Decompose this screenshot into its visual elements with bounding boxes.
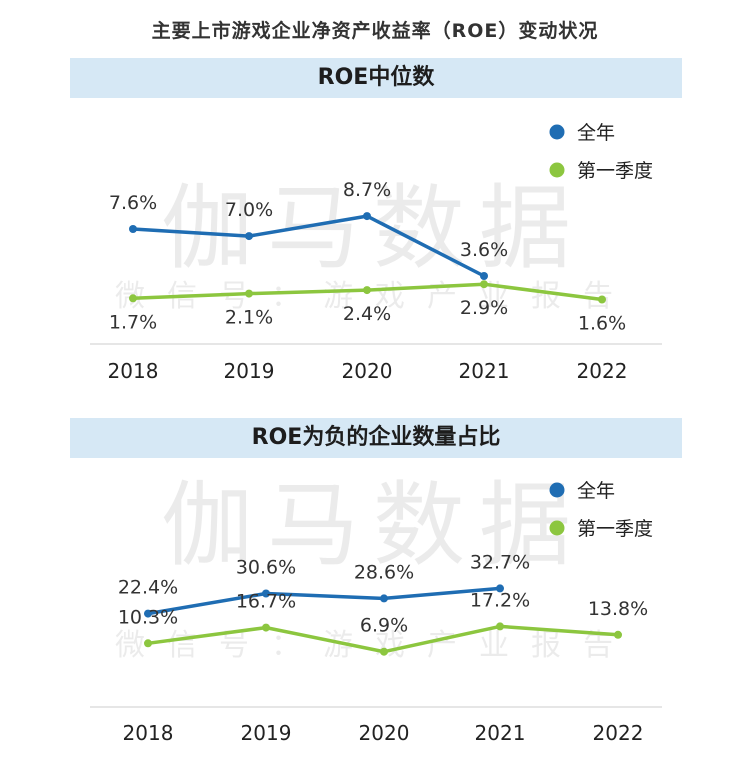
data-point-1-1 [245,289,253,298]
data-label-0-1: 30.6% [236,557,296,579]
data-point-1-3 [496,622,504,631]
legend-label-1: 第一季度 [577,518,653,540]
data-point-1-0 [144,639,152,648]
data-point-0-0 [144,609,152,618]
data-point-1-3 [480,280,488,289]
x-tick-label: 2018 [108,359,159,383]
data-point-0-1 [262,589,270,598]
chart2-title: ROE为负的企业数量占比 [70,418,682,458]
legend-label-1: 第一季度 [577,160,653,182]
watermark-main: 伽马数据 [161,472,585,579]
data-point-0-3 [496,584,504,593]
data-point-1-2 [363,286,371,295]
series-line-0 [147,586,501,616]
data-point-1-1 [262,623,270,632]
legend-marker-1 [549,162,565,178]
x-tick-label: 2022 [577,359,628,383]
legend-label-0: 全年 [577,480,615,502]
x-tick-label: 2021 [475,721,526,745]
legend-marker-0 [549,124,565,140]
data-label-1-0: 10.3% [118,606,178,628]
chart1-title: ROE中位数 [70,58,682,98]
legend-label-0: 全年 [577,122,615,144]
x-tick-label: 2018 [123,721,174,745]
data-label-1-4: 13.8% [588,598,648,620]
data-label-1-1: 2.1% [225,307,273,329]
data-point-0-2 [380,594,388,603]
data-point-1-2 [380,647,388,656]
data-point-0-3 [480,272,488,280]
data-label-0-0: 7.6% [109,192,157,214]
data-label-0-2: 28.6% [354,561,414,583]
data-point-0-0 [129,225,137,233]
data-label-0-3: 3.6% [460,239,508,261]
data-label-1-1: 16.7% [236,591,296,613]
data-label-0-0: 22.4% [118,577,178,599]
x-tick-label: 2019 [241,721,292,745]
x-tick-label: 2019 [224,359,275,383]
x-tick-label: 2020 [359,721,410,745]
watermark-main: 伽马数据 [161,175,585,282]
data-label-0-1: 7.0% [225,199,273,221]
data-point-1-0 [129,294,137,303]
series-line-0 [132,214,485,278]
data-point-1-4 [614,630,622,639]
x-tick-label: 2021 [459,359,510,383]
data-label-1-2: 6.9% [360,615,408,637]
data-point-1-4 [598,295,606,304]
legend-marker-0 [549,482,565,498]
data-point-0-1 [245,232,253,241]
x-tick-label: 2020 [342,359,393,383]
page-title: 主要上市游戏企业净资产收益率（ROE）变动状况 [151,20,599,42]
x-tick-label: 2022 [593,721,644,745]
data-label-1-2: 2.4% [343,303,391,325]
data-point-0-2 [363,212,371,221]
data-label-0-2: 8.7% [343,179,391,201]
data-label-1-4: 1.6% [578,313,626,335]
data-label-1-0: 1.7% [109,311,157,333]
legend-marker-1 [549,520,565,536]
data-label-1-3: 17.2% [470,589,530,611]
data-label-1-3: 2.9% [460,297,508,319]
data-label-0-3: 32.7% [470,551,530,573]
watermark-sub: 微信号：游戏产业报告 [115,628,635,663]
